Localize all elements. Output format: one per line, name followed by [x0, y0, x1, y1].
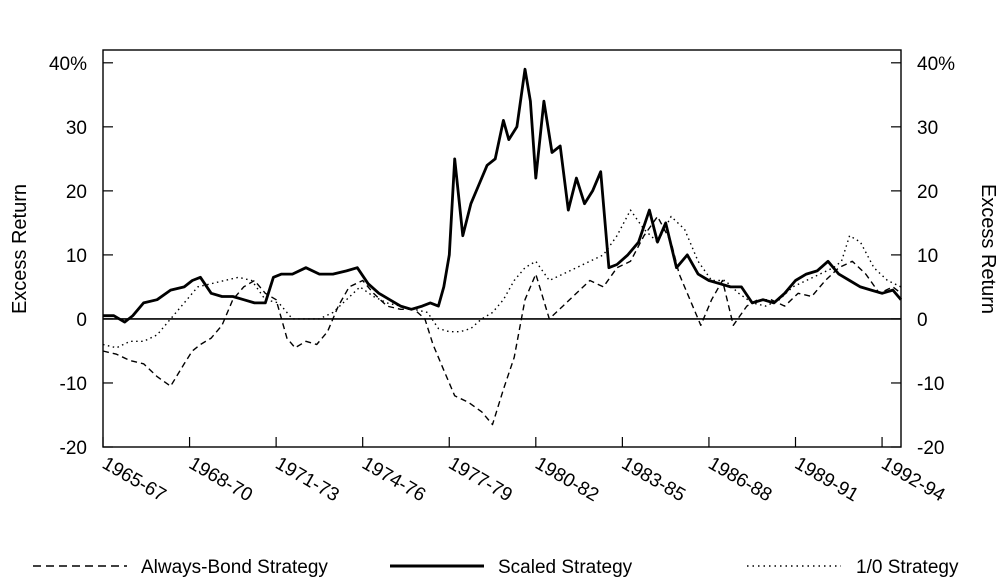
y-tick-label-left: 40% — [49, 54, 87, 75]
y-tick-label-left: -10 — [60, 374, 87, 395]
y-tick-label-left: 10 — [66, 246, 87, 267]
x-tick-label: 1980-82 — [531, 453, 602, 506]
y-axis-left-ticklabels: -20 -10 0 10 20 30 40% — [49, 54, 87, 459]
x-tick-label: 1992-94 — [878, 453, 949, 506]
plot-area-frame — [103, 50, 901, 447]
legend-label-scaled: Scaled Strategy — [498, 557, 633, 578]
y-tick-label-right: 30 — [917, 118, 938, 139]
series-line-always-bond-strategy — [103, 217, 901, 425]
x-axis-ticklabels: 1965-67 1968-70 1971-73 1974-76 1977-79 1980-… — [99, 453, 949, 506]
y-tick-label-right: 10 — [917, 246, 938, 267]
y-tick-label-left: 30 — [66, 118, 87, 139]
x-tick-label: 1977-79 — [445, 453, 516, 506]
y-tick-label-left: 0 — [76, 310, 87, 331]
legend-label-always-bond: Always-Bond Strategy — [141, 557, 328, 578]
x-tick-label: 1983-85 — [618, 453, 689, 506]
y-tick-label-right: 20 — [917, 182, 938, 203]
series-layer — [103, 69, 901, 424]
x-tick-label: 1968-70 — [185, 453, 256, 506]
x-tick-label: 1989-91 — [791, 453, 862, 506]
y-axis-right-ticklabels: -20 -10 0 10 20 30 40% — [917, 54, 955, 459]
series-line-scaled-strategy — [103, 69, 901, 322]
y-axis-left-label: Excess Return — [9, 184, 31, 314]
y-tick-label-left: 20 — [66, 182, 87, 203]
x-tick-label: 1974-76 — [358, 453, 429, 506]
legend: Always-Bond Strategy Scaled Strategy 1/0… — [33, 557, 959, 578]
y-tick-label-right: 40% — [917, 54, 955, 75]
x-tick-label: 1986-88 — [704, 453, 775, 506]
y-tick-label-right: -20 — [917, 438, 944, 459]
y-tick-label-right: 0 — [917, 310, 928, 331]
y-tick-label-left: -20 — [60, 438, 87, 459]
legend-label-one-zero: 1/0 Strategy — [856, 557, 959, 578]
y-tick-label-right: -10 — [917, 374, 944, 395]
x-tick-label: 1971-73 — [272, 453, 343, 506]
x-tick-label: 1965-67 — [99, 453, 170, 506]
series-line-1-0-strategy — [103, 210, 901, 348]
y-axis-right-label: Excess Return — [977, 184, 999, 314]
